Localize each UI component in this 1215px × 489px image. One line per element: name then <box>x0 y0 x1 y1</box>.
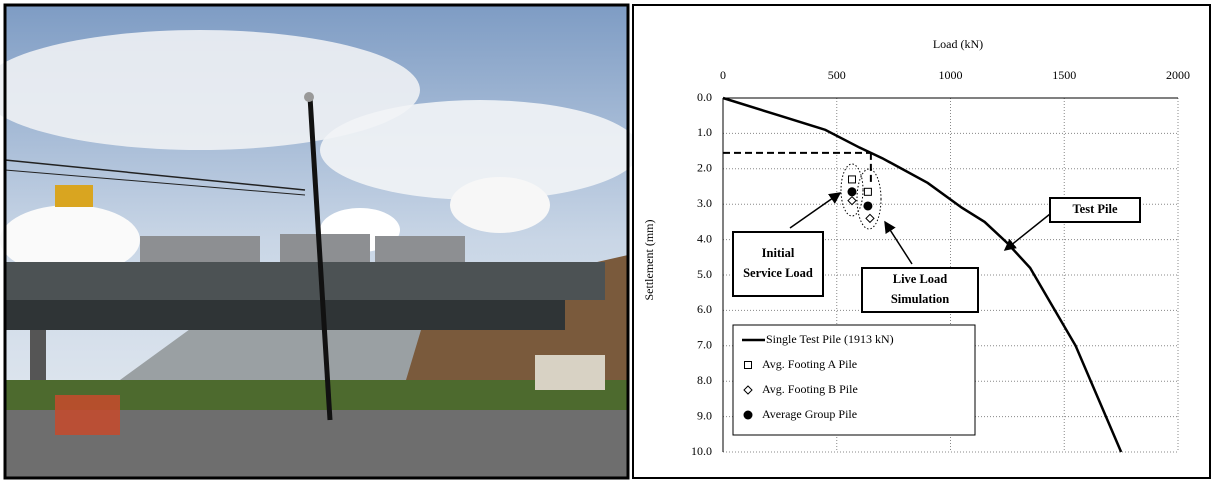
data-point <box>847 187 857 197</box>
legend-label: Average Group Pile <box>762 407 857 421</box>
data-line <box>722 96 1123 453</box>
y-tick-label: 1.0 <box>697 125 712 139</box>
annotation-text: Initial <box>762 246 795 260</box>
annotation-text: Service Load <box>743 266 813 280</box>
y-axis-title: Settlement (mm) <box>642 220 656 301</box>
x-tick-label: 2000 <box>1166 68 1190 82</box>
annotation-box <box>861 267 979 313</box>
legend <box>732 324 976 436</box>
legend-label: Avg. Footing B Pile <box>762 382 858 396</box>
annotation-text: Live Load <box>893 272 948 286</box>
legend-swatch <box>744 361 752 369</box>
y-tick-label: 7.0 <box>697 338 712 352</box>
x-tick-label: 0 <box>720 68 726 82</box>
x-axis-title: Load (kN) <box>933 37 983 51</box>
y-tick-label: 0.0 <box>697 90 712 104</box>
data-point <box>863 187 872 196</box>
photo <box>0 3 640 480</box>
x-tick-label: 1000 <box>939 68 963 82</box>
y-tick-label: 5.0 <box>697 267 712 281</box>
annotation-arrow <box>1003 213 1051 251</box>
cluster-outline <box>856 168 882 230</box>
y-tick-label: 6.0 <box>697 302 712 316</box>
legend-label: Avg. Footing A Pile <box>762 357 857 371</box>
y-tick-label: 10.0 <box>691 444 712 458</box>
data-point <box>865 213 875 224</box>
annotation-arrow <box>884 220 913 265</box>
legend-label: Single Test Pile (1913 kN) <box>766 332 894 346</box>
annotation-box <box>732 231 824 297</box>
data-point <box>847 195 857 206</box>
annotation-arrow <box>789 192 842 229</box>
annotation-box <box>1049 197 1141 223</box>
annotation-text: Simulation <box>891 292 949 306</box>
annotation-text: Test Pile <box>1072 202 1117 216</box>
y-tick-label: 2.0 <box>697 161 712 175</box>
data-point <box>847 175 856 184</box>
y-tick-label: 9.0 <box>697 408 712 422</box>
data-point <box>863 201 873 211</box>
x-tick-label: 500 <box>828 68 846 82</box>
legend-swatch <box>743 385 753 395</box>
cluster-outline <box>840 163 864 217</box>
x-tick-label: 1500 <box>1052 68 1076 82</box>
legend-swatch <box>743 410 753 420</box>
y-tick-label: 8.0 <box>697 373 712 387</box>
y-tick-label: 3.0 <box>697 196 712 210</box>
y-tick-label: 4.0 <box>697 231 712 245</box>
